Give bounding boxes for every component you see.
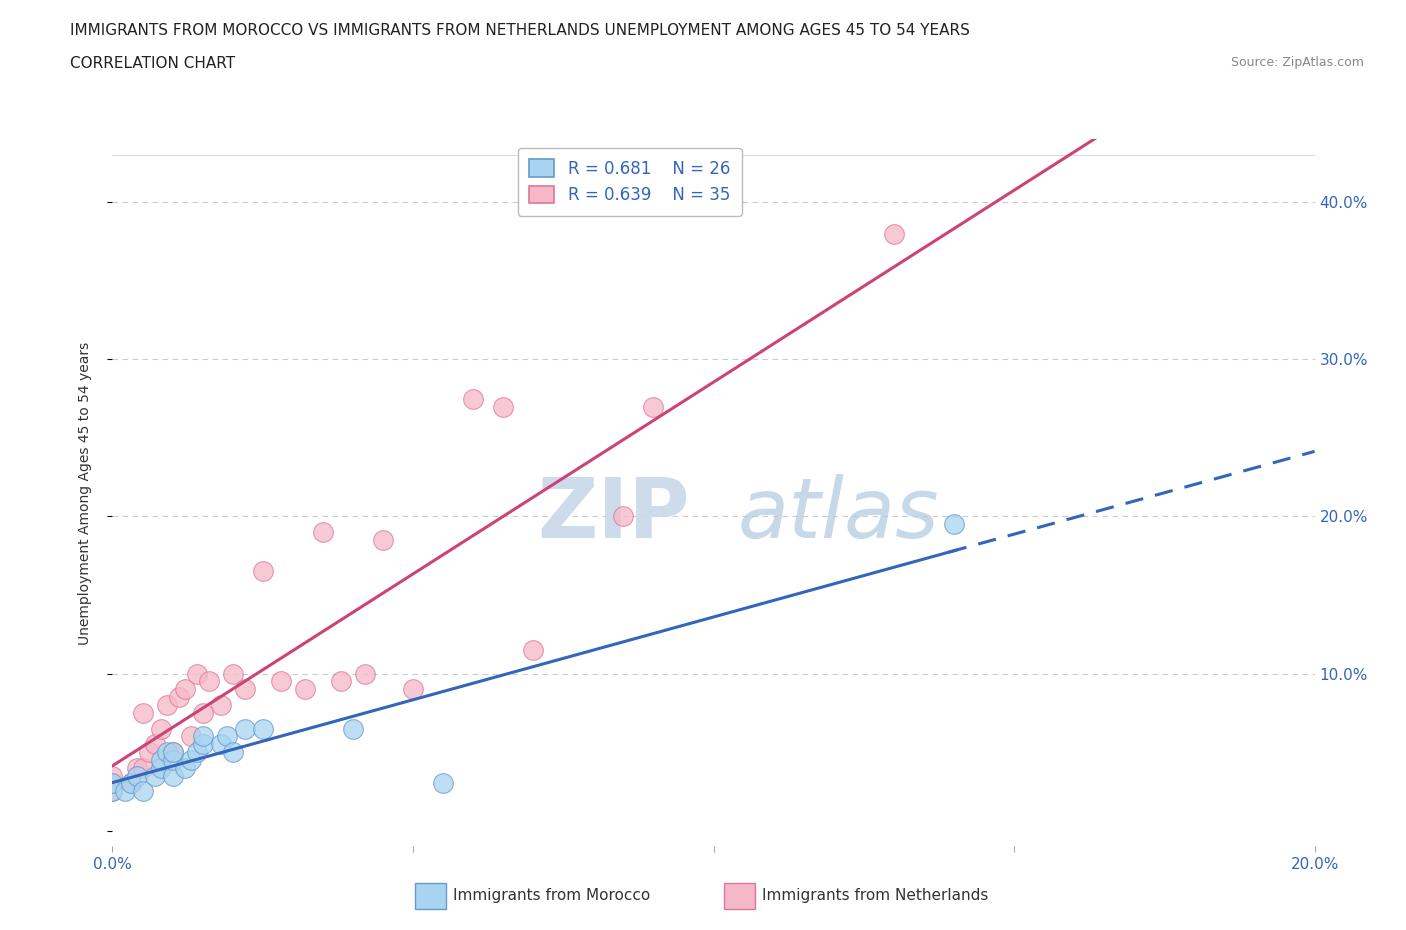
Point [294,682,316,697]
Point [371,533,394,548]
Point [342,721,364,736]
Point [101,776,124,790]
Bar [724,883,755,910]
Point [209,698,232,712]
Point [180,729,202,744]
Point [131,705,153,720]
Point [883,226,905,241]
Point [942,517,965,532]
Point [101,784,124,799]
Point [173,761,195,776]
Point [120,776,142,790]
Point [162,752,184,767]
Text: Source: ZipAtlas.com: Source: ZipAtlas.com [1230,56,1364,69]
Point [402,682,425,697]
Point [143,737,166,751]
Text: ZIP: ZIP [537,473,689,554]
Text: atlas: atlas [738,473,939,554]
Point [329,674,352,689]
Point [492,399,515,414]
Point [114,784,136,799]
Point [101,784,124,799]
Text: Immigrants from Morocco: Immigrants from Morocco [453,887,650,903]
Point [149,721,172,736]
Point [312,525,335,539]
Point [354,666,377,681]
Point [461,392,484,406]
Point [138,745,160,760]
Point [432,776,454,790]
Point [252,721,274,736]
Point [125,768,148,783]
Point [222,666,245,681]
Point [143,768,166,783]
Point [233,682,256,697]
Legend: R = 0.681    N = 26, R = 0.639    N = 35: R = 0.681 N = 26, R = 0.639 N = 35 [517,148,741,216]
Point [252,564,274,578]
Point [149,752,172,767]
Text: IMMIGRANTS FROM MOROCCO VS IMMIGRANTS FROM NETHERLANDS UNEMPLOYMENT AMONG AGES 4: IMMIGRANTS FROM MOROCCO VS IMMIGRANTS FR… [70,23,970,38]
Point [155,745,177,760]
Point [101,768,124,783]
Point [222,745,245,760]
Point [215,729,238,744]
Y-axis label: Unemployment Among Ages 45 to 54 years: Unemployment Among Ages 45 to 54 years [77,341,91,644]
Point [209,737,232,751]
Point [155,698,177,712]
Point [120,776,142,790]
Point [131,784,153,799]
Point [643,399,665,414]
Point [191,705,214,720]
Point [522,643,544,658]
Text: Immigrants from Netherlands: Immigrants from Netherlands [762,887,988,903]
Point [162,745,184,760]
Point [270,674,292,689]
Point [101,776,124,790]
Point [162,768,184,783]
Point [180,752,202,767]
Point [149,761,172,776]
Point [167,690,190,705]
Point [186,666,208,681]
Point [612,509,634,524]
Point [191,729,214,744]
Bar [415,883,446,910]
Point [131,761,153,776]
Point [162,745,184,760]
Text: CORRELATION CHART: CORRELATION CHART [70,56,235,71]
Point [125,761,148,776]
Point [233,721,256,736]
Point [186,745,208,760]
Point [173,682,195,697]
Point [191,737,214,751]
Point [197,674,219,689]
